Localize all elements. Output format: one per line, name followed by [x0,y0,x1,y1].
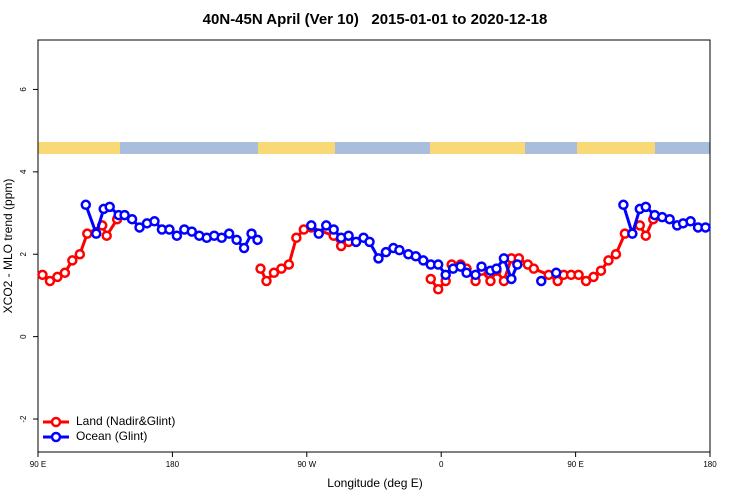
point [268,267,280,279]
point [82,228,93,239]
point [90,228,102,239]
point [126,213,138,225]
point [528,263,540,274]
point [101,230,112,241]
point [455,261,466,272]
point [343,230,354,241]
point [67,255,78,266]
point [149,216,160,227]
point [37,269,48,281]
point [252,234,263,246]
point [700,222,711,233]
point [44,275,56,287]
legend-label: Land (Nadir&Glint) [76,414,175,428]
point [627,228,638,239]
point [640,201,652,213]
x-tick-label: 180 [166,460,180,469]
point [461,267,472,279]
point [238,242,250,254]
point [425,273,436,285]
point [664,213,675,225]
plot-frame [37,39,711,453]
point [373,253,384,264]
x-tick-label: 90 E [30,460,46,469]
point [320,220,332,231]
point [59,267,71,279]
x-tick-label: 180 [703,460,717,469]
y-tick-label: 0 [19,334,28,339]
point [580,275,592,287]
point [440,269,451,281]
legend-marker [50,416,62,428]
point [550,267,562,279]
point [104,201,115,213]
point [498,253,510,264]
y-axis-label: XCO2 - MLO trend (ppm) [1,179,15,314]
point [246,228,257,239]
point [610,248,622,260]
y-tick-label: 6 [19,87,28,92]
point [255,263,266,274]
point [418,255,429,266]
point [573,269,584,281]
point [134,222,145,233]
point [186,226,198,237]
point [506,273,517,285]
x-tick-label: 0 [439,460,444,469]
point [512,259,523,270]
point [80,199,92,211]
point [291,232,302,244]
y-tick-label: 2 [19,251,28,256]
point [394,244,405,256]
point [276,263,287,274]
point [640,230,652,241]
x-tick-label: 90 W [297,460,316,469]
point [350,236,362,248]
legend-marker [50,431,62,443]
y-tick-label: -2 [19,415,28,423]
point [618,199,629,211]
point [380,246,392,258]
point [410,251,422,262]
point [164,224,175,235]
point [261,275,272,287]
point [432,259,444,270]
point [603,255,614,266]
point [470,269,481,281]
series-line [84,204,706,284]
point [171,230,183,241]
point [588,271,599,283]
point [216,232,227,244]
point [476,261,487,272]
point [595,265,607,276]
point [223,228,235,239]
point [491,263,502,274]
point [74,248,86,260]
point [119,209,130,221]
point [328,224,339,235]
point [432,284,444,295]
point [364,236,375,248]
point [283,259,295,270]
chart-title: 40N-45N April (Ver 10) 2015-01-01 to 202… [203,11,548,28]
point [536,275,547,287]
point [685,216,696,227]
x-axis-label: Longitude (deg E) [327,476,422,490]
point [231,234,242,246]
point [485,275,496,287]
point [52,271,63,283]
y-tick-label: 4 [19,169,28,174]
legend-label: Ocean (Glint) [76,429,147,443]
x-tick-label: 90 E [567,460,583,469]
land-ocean-strip [38,142,710,154]
point [306,220,317,231]
point [313,228,324,239]
